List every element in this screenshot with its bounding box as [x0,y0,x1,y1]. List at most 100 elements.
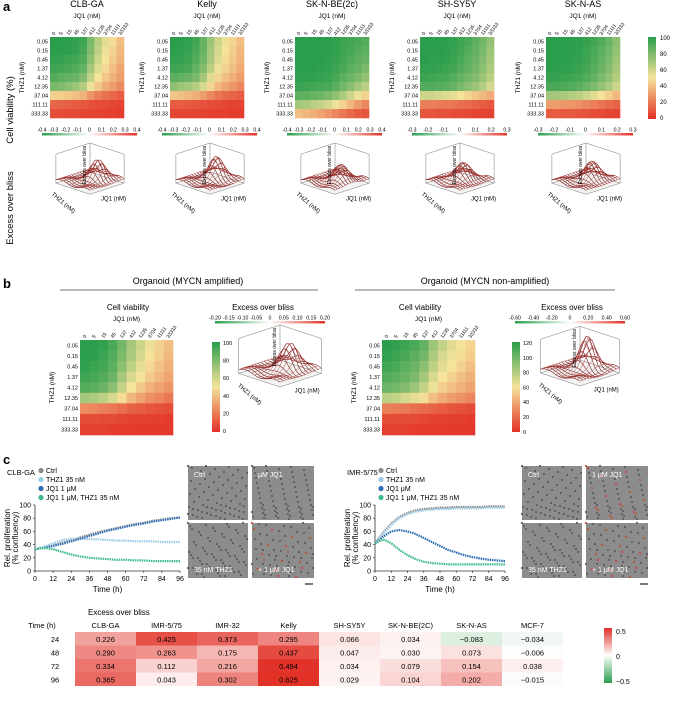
heatmap-cell [597,46,606,56]
cell-dot [633,570,637,574]
heatmap-cell [109,73,117,83]
heatmap-cell [419,413,429,425]
jq1-tick-label: 1235 [465,24,476,37]
heatmap-cell [437,382,448,394]
heatmap-cell [126,340,137,351]
cell-dot [619,554,623,558]
heatmap-xlabel: JQ1 (nM) [193,13,220,20]
cell-dot [277,467,281,471]
surface-y-label: THZ1 (nM) [546,192,572,215]
x-tick-label: 60 [122,576,130,583]
surface-wire [572,161,608,188]
cell-dot [578,563,582,567]
thz1-tick-label: 0.05 [282,40,293,46]
heatmap-cell [126,371,137,383]
cell-dot [293,565,297,569]
scale-tick-label: -0.15 [223,316,235,322]
jq1-tick-label: 137 [200,26,210,36]
heatmap-cell [324,37,333,47]
cell-dot [285,507,289,511]
heatmap-cell [546,100,554,110]
cell-dot [295,495,299,499]
heatmap-cell [94,91,103,101]
cell-dot [575,521,579,525]
heatmap-cell [324,91,333,101]
micro-label: Ctrl [528,472,539,479]
cell-dot [645,505,649,509]
heatmap-cell [447,392,457,404]
heatmap-cell [553,55,562,65]
cell-dot [241,521,245,525]
cell-dot [229,499,233,503]
cell-dot [187,505,191,509]
cell-dot [548,508,552,512]
table-cell [136,645,197,659]
cell-dot [306,488,310,492]
heatmap-cell [72,46,80,56]
heatmap-cell [442,109,450,119]
cell-dot [279,549,283,553]
heatmap-cell [479,91,487,101]
surface-wire [82,170,117,188]
cell-dot [575,517,579,521]
heatmap-cell [317,64,325,74]
heatmap-cell [192,100,200,110]
surface-wire [311,171,346,183]
table-cell-value: 0.034 [340,662,359,671]
thz1-tick-label: 0.05 [407,40,418,46]
surface-box-edge [175,142,245,155]
surface-wire [276,365,319,381]
heatmap-cell [420,46,428,56]
cell-dot [572,544,576,548]
cell-dot [593,501,597,505]
surface-wire [87,176,122,189]
heatmap-cell [391,382,401,394]
heatmap-cell [456,361,466,372]
cell-dot [292,555,296,559]
cell-dot [521,505,525,509]
heatmap-cell [427,109,436,119]
scale-tick-label: 0.2 [355,128,362,134]
cell-dot [645,552,649,556]
heatmap-cell [87,37,95,47]
cell-dot [260,506,264,510]
surface-x-label: JQ1 (nM) [471,197,496,203]
cell-dot [592,496,596,500]
heatmap-cell [302,64,311,74]
heatmap-cell [64,73,73,83]
heatmap-cell [442,100,450,110]
heatmap-cell [553,64,562,74]
heatmap-cell [427,55,436,65]
cell-dot [229,538,233,542]
heatmap-cell [332,55,340,65]
heatmap-cell [465,403,476,415]
heatmap-cell [64,46,73,56]
cell-dot [289,525,293,529]
cell-dot [567,554,571,558]
surface-box-edge [551,142,621,155]
cell-dot [200,562,204,566]
heatmap-cell [583,46,591,56]
heatmap-cell [89,371,99,383]
scale-tick-label: -0.2 [181,128,190,134]
cell-dot [261,511,265,515]
surface-wire [543,355,584,370]
surface-wire [303,167,338,180]
scale-tick-label: -0.3 [169,128,178,134]
cell-dot [553,503,557,507]
heatmap-cell [309,100,318,110]
surface-wire [457,176,492,189]
thz1-tick-label: 0.05 [157,40,168,46]
cell-dot [531,495,535,499]
heatmap-cell [145,382,155,394]
jq1-tick-label: 3704 [103,24,114,37]
heatmap-cell [605,64,613,74]
cell-dot [641,526,645,530]
surface-wire [549,356,590,371]
cell-dot [567,507,571,511]
heatmap-cell [214,37,223,47]
cell-dot [568,528,572,532]
surface-wire [567,356,608,379]
cell-dot [311,505,315,509]
heatmap-cell [295,100,303,110]
